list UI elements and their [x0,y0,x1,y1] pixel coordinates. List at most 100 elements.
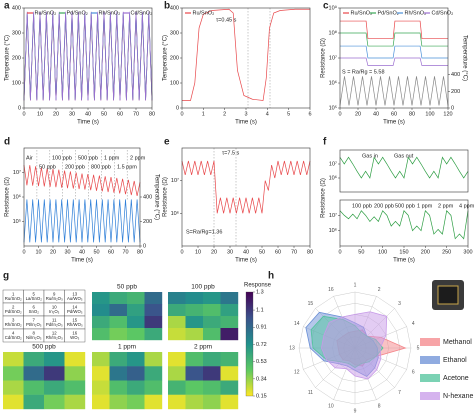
heatmap-cell [185,292,204,305]
x-axis-label: Time (s) [235,120,257,126]
y-tick-label: 10⁶ [13,193,21,200]
annotation: 2 ppm [438,203,454,209]
heatmap-cell [3,366,24,381]
heatmap-cell [23,380,45,395]
y-tick-label: 100 [12,80,21,86]
panel-label: e [164,137,170,148]
y2-tick-label: 200 [451,89,460,95]
radar-axis-label: 6 [412,369,415,375]
legend-swatch [420,338,440,346]
cell-material: Au/WO₃ [67,296,83,301]
annotation: Gas out [394,153,414,159]
plot-frame [339,149,469,193]
heatmap-cell [203,328,221,341]
annotation: Air [26,155,33,161]
heatmap-cell [92,328,110,341]
x-tick-label: 1 [202,111,205,117]
heatmap-cell [203,292,221,305]
legend-swatch [420,374,440,382]
heatmap-cell [203,352,221,367]
y-tick-label: 200 [170,55,179,61]
cell-number: 5 [33,291,36,296]
y-tick-label: 300 [12,30,21,36]
y2-tick-label: 0 [143,243,146,249]
panel-label: a [4,1,10,12]
x-tick-label: 80 [137,249,143,255]
data-line [23,11,153,101]
colorbar-tick-label: 1.3 [256,289,264,295]
colorbar-label: Response [244,283,272,289]
y-axis-label: Resistance (Ω) [321,178,327,218]
heatmap-title: 50 ppb [117,284,137,291]
y-axis-label: Temperature (°C) [5,35,11,81]
heatmap-cell [64,394,86,410]
heatmap-cell [168,316,186,329]
heatmap-cell [127,328,145,341]
legend-label: Pd/SnO₂ [378,10,399,16]
x-tick-label: 40 [243,249,249,255]
x-axis-label: Time (s) [235,258,257,264]
heatmap-cell [220,328,239,341]
heatmap-cell [127,316,145,329]
data-line [339,76,449,106]
legend-label: N-hexane [443,393,473,400]
cell-number: 10 [52,304,57,309]
radar-axis-label: 9 [354,408,357,414]
annotation: 50 ppb [39,164,56,170]
heatmap-cell [168,366,186,381]
cell-material: SnO₂ [29,309,40,314]
y-tick-label: 10⁶ [171,210,179,217]
y-tick-label: 10⁹ [329,4,337,11]
x-tick-label: 3 [244,111,247,117]
x-tick-label: 120 [443,111,452,117]
y-tick-label: 10⁶ [329,79,337,86]
x-tick-label: 300 [463,249,472,255]
x-tick-label: 100 [378,249,387,255]
data-line [340,20,448,39]
heatmap-cell [127,380,145,395]
heatmap-cell [23,366,45,381]
colorbar-tick-label: 0.15 [256,393,267,399]
y-tick-label: 10⁷ [329,160,337,167]
heatmap-cell [220,352,239,367]
heatmap-title: 1 ppm [118,344,136,351]
cell-material: In₂O₃ [49,309,60,314]
x-tick-label: 0 [338,111,341,117]
heatmap-cell [203,304,221,317]
x-tick-label: 40 [373,111,379,117]
cell-material: Rh/In₂O₃ [46,335,63,340]
legend-swatch [420,392,440,400]
annotation: 200 ppb [374,203,394,209]
table-cell [64,328,86,343]
x-tick-label: 50 [358,249,364,255]
heatmap-cell [168,394,186,410]
annotation: 100 ppb [52,155,72,161]
heatmap-cell [64,366,86,381]
colorbar-tick-label: 0.91 [256,325,267,331]
cell-material: Ni/In₂O₃ [26,335,42,340]
cell-material: Pd/SnO₂ [5,309,22,314]
heatmap-cell [109,380,128,395]
x-tick-label: 40 [85,111,91,117]
x-tick-label: 20 [50,249,56,255]
data-line [340,32,448,47]
annotation: 4 ppm [459,203,474,209]
legend-label: Ethanol [443,357,467,364]
legend-label: Acetone [443,375,469,382]
heatmap-cell [220,316,239,329]
radar-axis-label: 10 [328,404,334,410]
annotation: 200 ppb [65,164,85,170]
y-tick-label: 10⁷ [171,177,179,184]
y-axis-label: Resistance (Ω) [5,177,11,217]
heatmap-cell [109,366,128,381]
cell-number: 1 [12,291,15,296]
y-tick-label: 100 [170,80,179,86]
x-tick-label: 150 [399,249,408,255]
radar-axis-label: 2 [378,287,381,293]
annotation: 2 ppm [130,155,146,161]
legend-label: Cd/SnO₂ [131,10,153,16]
cell-number: 12 [52,330,57,335]
annotation: Gas in [362,153,378,159]
annotation: S=Ra/Rg=1.36 [186,229,222,235]
